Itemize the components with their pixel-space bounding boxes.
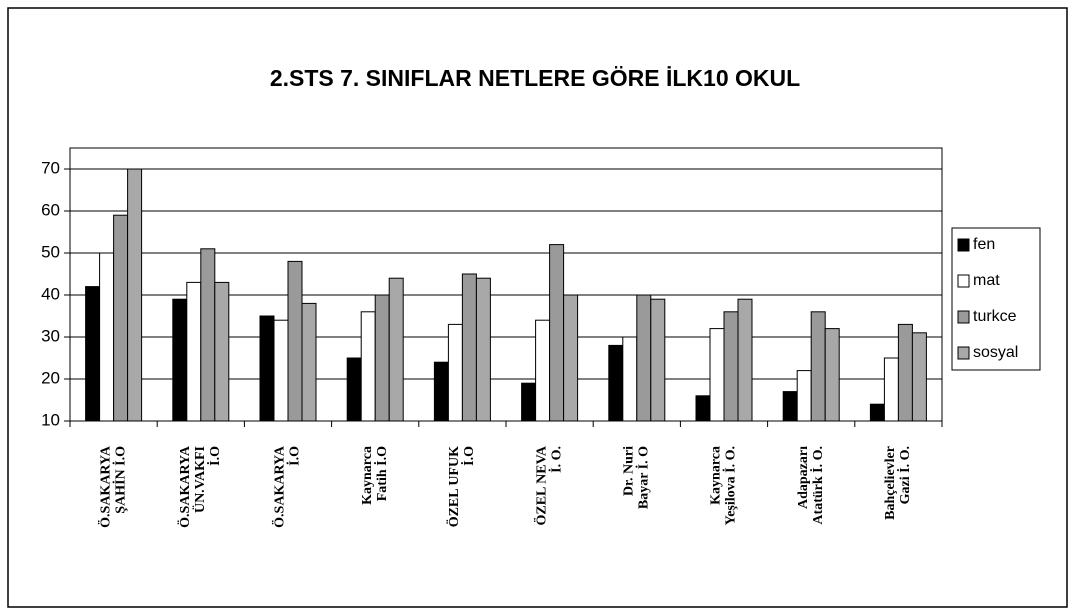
bar <box>549 244 565 422</box>
bar <box>99 252 115 422</box>
y-tick-label: 70 <box>41 158 60 177</box>
legend-swatch <box>957 274 970 288</box>
bar <box>911 332 927 422</box>
x-tick-label: Bayar İ. O <box>635 446 652 509</box>
bar <box>782 391 798 422</box>
bar <box>301 302 317 422</box>
x-tick-label: İ. O. <box>547 446 564 473</box>
bar <box>723 311 739 422</box>
y-tick-label: 50 <box>41 242 60 261</box>
legend-swatch <box>957 310 970 324</box>
bar <box>796 370 812 422</box>
x-tick-label: ÖZEL UFUK <box>445 446 462 527</box>
x-tick-label: Fatih İ.O <box>373 446 390 501</box>
x-tick-label: Bahçelievler <box>883 446 898 520</box>
x-tick-label: Adapazarı <box>796 446 811 509</box>
legend-label: sosyal <box>973 344 1018 361</box>
legend-box <box>951 227 1041 371</box>
bar <box>897 323 913 422</box>
y-tick-label: 40 <box>41 284 60 303</box>
chart-title: 2.STS 7. SINIFLAR NETLERE GÖRE İLK10 OKU… <box>270 65 800 91</box>
bar <box>521 382 537 422</box>
bar <box>172 298 188 422</box>
bar <box>388 277 404 422</box>
bar <box>85 286 101 422</box>
legend-label: turkce <box>973 308 1017 325</box>
bar <box>127 168 143 422</box>
x-tick-label: İ.O <box>460 446 477 466</box>
bar <box>636 294 652 422</box>
x-tick-label: Kaynarca <box>709 446 724 505</box>
bar <box>810 311 826 422</box>
bar <box>186 281 202 422</box>
legend-swatch <box>957 346 970 360</box>
x-tick-label: İ.O <box>206 446 223 466</box>
bar <box>461 273 477 422</box>
legend-swatch <box>957 238 970 252</box>
bar <box>650 298 666 422</box>
bar <box>622 336 638 422</box>
bar <box>360 311 376 422</box>
bar <box>869 403 885 422</box>
x-tick-label: Yeşilova İ. O. <box>722 446 739 525</box>
y-tick-label: 10 <box>41 410 60 429</box>
bar <box>883 357 899 422</box>
x-tick-label: Ö.SAKARYA <box>176 445 193 528</box>
bar <box>273 319 289 422</box>
y-tick-label: 60 <box>41 200 60 219</box>
x-tick-label: Ö.SAKARYA <box>96 445 113 528</box>
y-tick-label: 30 <box>41 326 60 345</box>
x-tick-label: Ö.SAKARYA <box>271 445 288 528</box>
bar <box>563 294 579 422</box>
bar <box>259 315 275 422</box>
bar <box>374 294 390 422</box>
bar <box>608 344 624 422</box>
x-tick-label: Atatürk İ. O. <box>809 446 826 525</box>
x-tick-label: İ.O <box>286 446 303 466</box>
x-tick-label: Dr. Nuri <box>622 446 637 496</box>
bar <box>200 248 216 422</box>
bar <box>346 357 362 422</box>
legend-label: fen <box>973 236 995 253</box>
bar <box>535 319 551 422</box>
bar <box>433 361 449 422</box>
bar <box>709 328 725 422</box>
y-tick-label: 20 <box>41 368 60 387</box>
x-tick-label: ÜN.VAKFI <box>191 446 208 513</box>
x-tick-label: ŞAHİN İ.O <box>111 446 128 514</box>
bar <box>113 214 129 422</box>
bar <box>737 298 753 422</box>
x-tick-label: ÖZEL NEVA <box>532 445 549 525</box>
x-tick-label: Gazi İ. O. <box>896 446 913 504</box>
legend-label: mat <box>973 272 1000 289</box>
bar <box>214 281 230 422</box>
bar <box>695 395 711 422</box>
x-tick-label: Kaynarca <box>360 446 375 505</box>
bar <box>824 328 840 422</box>
bar <box>287 260 303 422</box>
bar <box>475 277 491 422</box>
bar <box>447 323 463 422</box>
